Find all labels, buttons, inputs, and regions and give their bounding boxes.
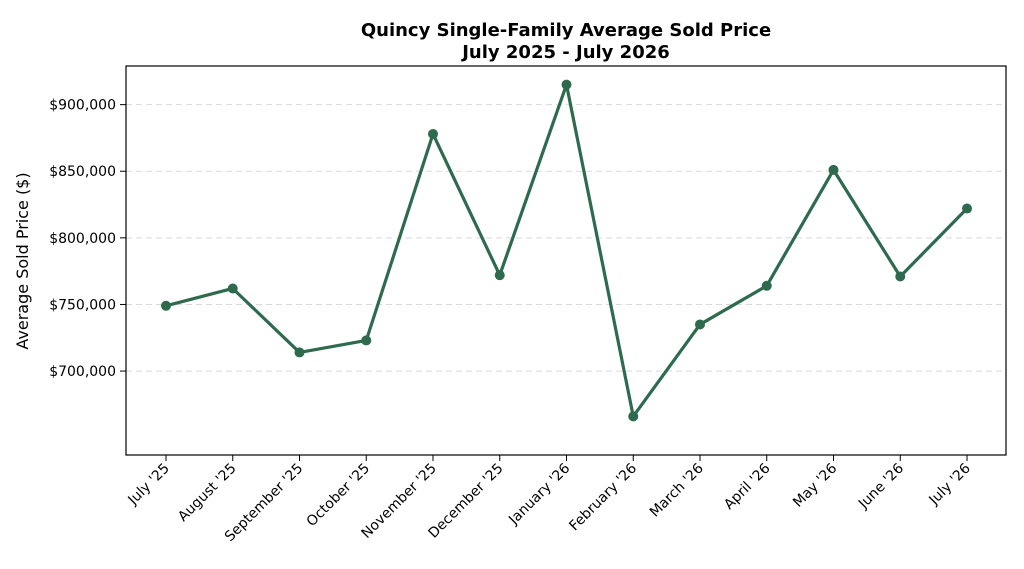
data-point	[561, 79, 572, 90]
data-point	[895, 271, 906, 282]
axes: $700,000 $750,000 $800,000 $850,000 $900,000…	[49, 98, 974, 545]
x-tick-label: July '25	[125, 461, 173, 509]
x-tick-label: January '26	[505, 460, 573, 528]
y-tick-label: $900,000	[49, 98, 116, 114]
series-layer	[161, 79, 972, 422]
chart-subtitle: July 2025 - July 2026	[460, 42, 670, 63]
y-tick-label: $850,000	[49, 164, 116, 180]
x-tick-label: July '26	[926, 460, 974, 508]
data-point	[695, 319, 705, 330]
data-point	[428, 128, 438, 139]
x-tick-label: February '26	[566, 460, 640, 534]
data-point	[294, 347, 305, 358]
x-tick-label: October '25	[304, 461, 373, 530]
data-point	[828, 164, 839, 175]
plot-frame	[125, 65, 1007, 456]
x-tick-label: August '25	[175, 461, 239, 525]
data-point	[361, 335, 372, 346]
data-point	[227, 283, 238, 294]
x-tick-label: March '26	[647, 460, 707, 520]
data-point	[761, 280, 772, 291]
grid-lines	[126, 104, 1006, 372]
y-tick-label: $800,000	[49, 231, 116, 247]
series-line	[165, 83, 969, 418]
chart-title: Quincy Single-Family Average Sold Price	[361, 20, 771, 41]
data-point	[962, 203, 972, 214]
x-tick-label: June '26	[855, 460, 907, 512]
x-tick-label: April '26	[721, 460, 773, 512]
y-axis-label: Average Sold Price ($)	[13, 172, 32, 349]
x-tick-label: May '26	[790, 460, 840, 510]
data-point	[161, 300, 171, 311]
data-point	[494, 270, 505, 281]
data-point	[628, 411, 639, 422]
y-tick-label: $750,000	[49, 297, 116, 313]
y-tick-label: $700,000	[49, 364, 116, 380]
